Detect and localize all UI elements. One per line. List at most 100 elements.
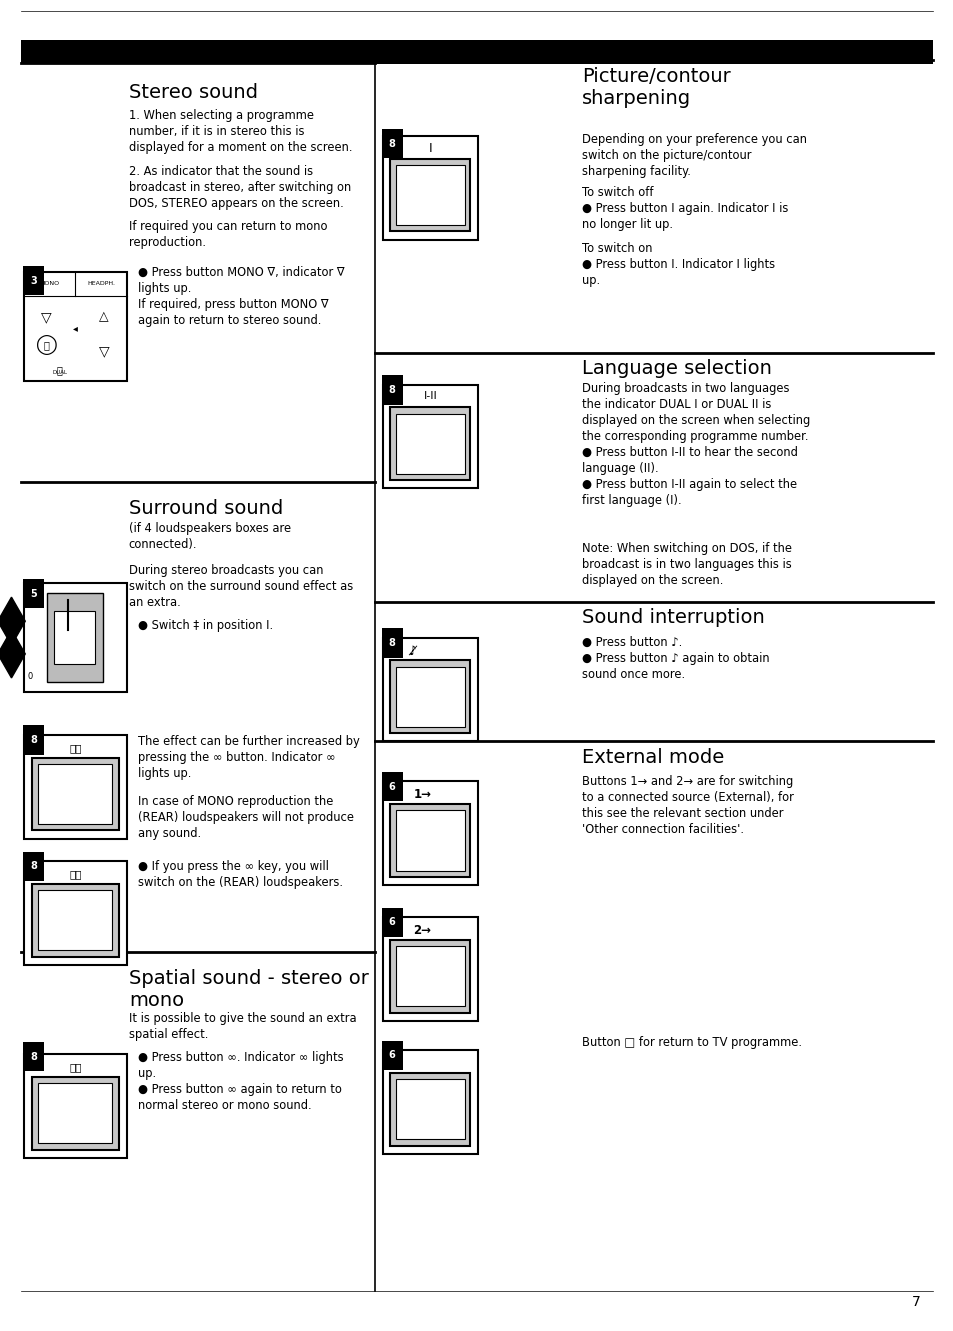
Text: Surround sound: Surround sound <box>129 499 283 518</box>
Text: 2. As indicator that the sound is
broadcast in stereo, after switching on
DOS, S: 2. As indicator that the sound is broadc… <box>129 165 351 210</box>
Bar <box>23 852 44 881</box>
Text: 7: 7 <box>911 1295 920 1308</box>
Text: ▽: ▽ <box>41 310 51 323</box>
Bar <box>390 158 470 232</box>
Bar <box>24 583 127 692</box>
Text: ♪̸: ♪̸ <box>409 644 416 658</box>
Bar <box>23 266 44 295</box>
Bar <box>23 579 44 608</box>
Bar <box>381 772 402 801</box>
Bar <box>395 1079 464 1139</box>
Text: 8: 8 <box>388 385 395 395</box>
Bar <box>381 908 402 937</box>
Bar <box>21 40 932 64</box>
Text: 8: 8 <box>30 735 37 745</box>
Text: ● Switch ‡ in position I.: ● Switch ‡ in position I. <box>138 619 274 632</box>
Text: MONO: MONO <box>39 281 60 286</box>
Text: 6: 6 <box>388 917 395 928</box>
Bar <box>32 1077 118 1150</box>
Text: 8: 8 <box>30 861 37 872</box>
Text: 1→: 1→ <box>414 788 431 801</box>
Bar <box>382 385 477 488</box>
Text: □: □ <box>424 1090 436 1103</box>
Bar <box>395 414 464 474</box>
Bar <box>38 764 112 824</box>
Bar <box>381 1041 402 1070</box>
Bar <box>24 861 127 965</box>
Bar <box>395 165 464 225</box>
Text: If required you can return to mono
reproduction.: If required you can return to mono repro… <box>129 220 327 249</box>
Polygon shape <box>0 598 25 646</box>
Text: 5: 5 <box>30 588 37 599</box>
Text: To switch on
● Press button Ι. Indicator Ι lights
up.: To switch on ● Press button Ι. Indicator… <box>581 242 774 287</box>
Text: 1. When selecting a programme
number, if it is in stereo this is
displayed for a: 1. When selecting a programme number, if… <box>129 109 352 154</box>
Bar <box>395 946 464 1006</box>
Text: ● If you press the ∞ key, you will
switch on the (REAR) loudspeakers.: ● If you press the ∞ key, you will switc… <box>138 860 343 889</box>
Text: Stereo sound: Stereo sound <box>129 83 257 101</box>
Text: ⓆⓉ: ⓆⓉ <box>69 743 82 753</box>
Bar <box>382 638 477 741</box>
Bar <box>47 592 103 683</box>
Text: Buttons 1→ and 2→ are for switching
to a connected source (External), for
this s: Buttons 1→ and 2→ are for switching to a… <box>581 775 793 836</box>
Text: Ⓘ: Ⓘ <box>44 339 50 350</box>
Text: ⓘ: ⓘ <box>57 365 63 375</box>
Text: DUAL: DUAL <box>52 370 68 375</box>
Text: 2→: 2→ <box>414 924 431 937</box>
Text: Note: When switching on DOS, if the
broadcast is in two languages this is
displa: Note: When switching on DOS, if the broa… <box>581 542 791 587</box>
Text: 8: 8 <box>388 138 395 149</box>
Text: Spatial sound - stereo or
mono: Spatial sound - stereo or mono <box>129 969 368 1010</box>
Bar <box>381 375 402 405</box>
Bar <box>390 1073 470 1146</box>
Bar <box>38 890 112 950</box>
Text: 6: 6 <box>388 781 395 792</box>
Bar <box>390 407 470 480</box>
Bar <box>23 725 44 755</box>
Text: ● Press button MONO ∇, indicator ∇
lights up.
If required, press button MONO ∇
a: ● Press button MONO ∇, indicator ∇ light… <box>138 266 345 327</box>
Bar <box>395 811 464 870</box>
Text: 0: 0 <box>28 672 32 681</box>
Text: ⓆⓉ: ⓆⓉ <box>69 869 82 880</box>
Bar <box>23 1042 44 1071</box>
Text: Language selection: Language selection <box>581 359 771 378</box>
Bar <box>390 940 470 1013</box>
Text: △: △ <box>99 310 109 323</box>
Bar <box>24 735 127 839</box>
Text: 3: 3 <box>30 276 37 286</box>
Text: I-II: I-II <box>423 391 436 402</box>
Text: It is possible to give the sound an extra
spatial effect.: It is possible to give the sound an extr… <box>129 1012 356 1041</box>
Bar <box>382 917 477 1021</box>
Text: ▽: ▽ <box>99 343 110 358</box>
Bar <box>382 1050 477 1154</box>
Bar <box>382 136 477 240</box>
Text: ◯: ◯ <box>35 335 57 355</box>
Bar <box>38 1083 112 1143</box>
Text: Ι: Ι <box>428 142 432 156</box>
Text: ● Press button ∞. Indicator ∞ lights
up.
● Press button ∞ again to return to
nor: ● Press button ∞. Indicator ∞ lights up.… <box>138 1051 344 1113</box>
Bar <box>54 611 95 664</box>
Text: During broadcasts in two languages
the indicator DUAL I or DUAL II is
displayed : During broadcasts in two languages the i… <box>581 382 809 507</box>
Bar <box>382 781 477 885</box>
Text: Picture/contour
sharpening: Picture/contour sharpening <box>581 67 730 108</box>
Text: ● Press button ♪.
● Press button ♪ again to obtain
sound once more.: ● Press button ♪. ● Press button ♪ again… <box>581 636 769 681</box>
Text: The effect can be further increased by
pressing the ∞ button. Indicator ∞
lights: The effect can be further increased by p… <box>138 735 359 780</box>
Text: To switch off
● Press button Ι again. Indicator Ι is
no longer lit up.: To switch off ● Press button Ι again. In… <box>581 186 787 232</box>
Text: ◂: ◂ <box>72 323 78 333</box>
Bar <box>24 1054 127 1158</box>
Text: (if 4 loudspeakers boxes are
connected).: (if 4 loudspeakers boxes are connected). <box>129 522 291 551</box>
Bar <box>395 667 464 727</box>
Text: Sound interruption: Sound interruption <box>581 608 764 627</box>
Bar <box>381 129 402 158</box>
Text: Button □ for return to TV programme.: Button □ for return to TV programme. <box>581 1036 801 1049</box>
Text: In case of MONO reproduction the
(REAR) loudspeakers will not produce
any sound.: In case of MONO reproduction the (REAR) … <box>138 795 354 840</box>
Bar <box>32 884 118 957</box>
Bar <box>32 757 118 831</box>
Bar <box>390 804 470 877</box>
Polygon shape <box>0 630 25 677</box>
Text: 8: 8 <box>388 638 395 648</box>
Text: During stereo broadcasts you can
switch on the surround sound effect as
an extra: During stereo broadcasts you can switch … <box>129 564 353 610</box>
Text: ⓆⓉ: ⓆⓉ <box>69 1062 82 1073</box>
Bar <box>24 272 127 381</box>
Text: Depending on your preference you can
switch on the picture/contour
sharpening fa: Depending on your preference you can swi… <box>581 133 806 178</box>
Text: External mode: External mode <box>581 748 723 767</box>
Bar <box>381 628 402 658</box>
